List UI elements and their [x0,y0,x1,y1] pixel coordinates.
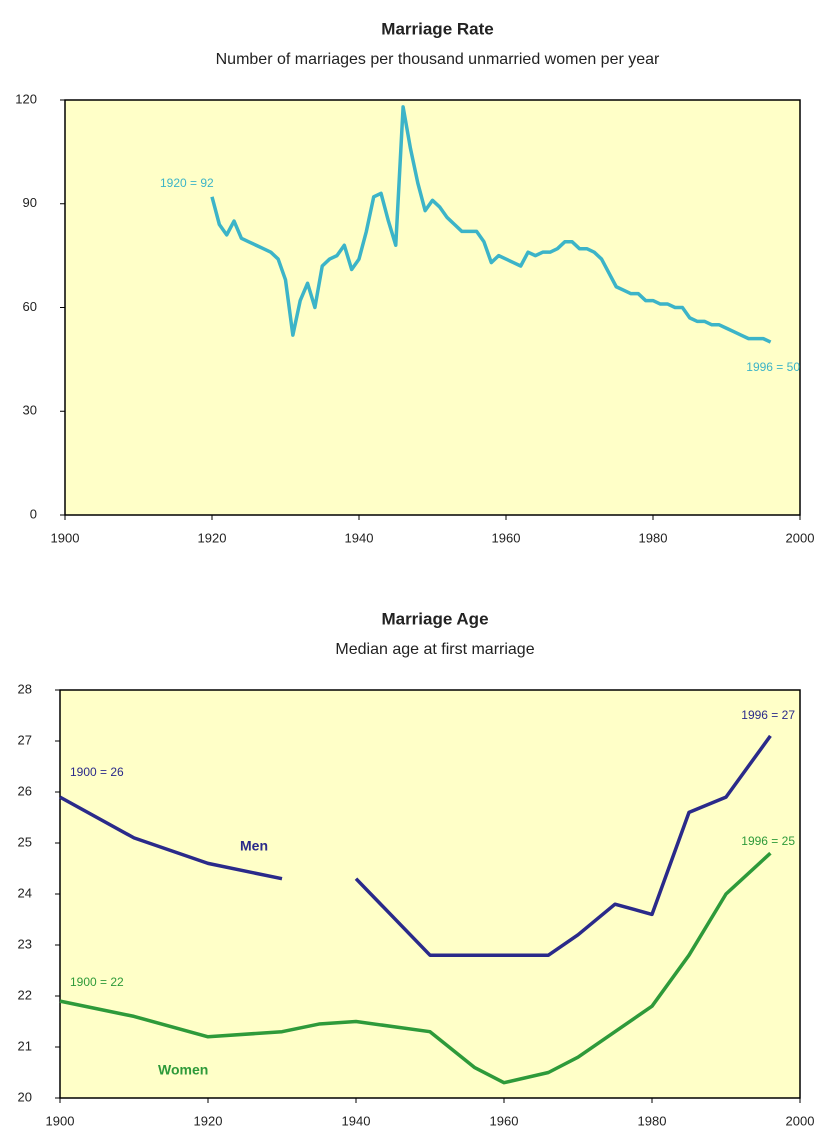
plot-area [64,99,801,516]
chart-subtitle: Median age at first marriage [335,641,534,658]
x-tick-label: 1920 [194,1113,223,1128]
x-tick-label: 1940 [342,1113,371,1128]
y-tick-label: 26 [18,783,32,798]
chart-subtitle: Number of marriages per thousand unmarri… [216,51,660,68]
annotation: 1920 = 92 [160,176,214,190]
y-tick-label: 24 [18,885,32,900]
data-line [59,734,772,957]
y-tick-label: 20 [18,1089,32,1104]
y-tick-label: 28 [18,681,32,696]
data-line [59,851,772,1085]
chart-title: Marriage Age [381,609,488,628]
annotation: 1996 = 25 [741,834,795,848]
y-tick-label: 30 [23,403,37,418]
series-label: Women [158,1062,208,1078]
y-tick-label: 60 [23,299,37,314]
x-tick-label: 1960 [490,1113,519,1128]
y-tick-label: 25 [18,834,32,849]
annotation: 1996 = 27 [741,708,795,722]
x-tick-label: 1900 [46,1113,75,1128]
x-tick-label: 1920 [198,530,227,545]
y-tick-label: 21 [18,1038,32,1053]
x-tick-label: 1980 [638,1113,667,1128]
y-tick-label: 23 [18,936,32,951]
x-tick-label: 2000 [786,530,815,545]
y-tick-label: 90 [23,195,37,210]
y-tick-label: 22 [18,987,32,1002]
series-label: Men [240,838,268,854]
y-tick-label: 120 [15,91,37,106]
y-tick-label: 27 [18,732,32,747]
x-tick-label: 1900 [51,530,80,545]
x-tick-label: 1940 [345,530,374,545]
data-line [210,105,772,344]
annotation: 1996 = 50 [746,360,800,374]
x-tick-label: 2000 [786,1113,815,1128]
annotation: 1900 = 26 [70,765,124,779]
x-tick-label: 1980 [639,530,668,545]
x-tick-label: 1960 [492,530,521,545]
annotation: 1900 = 22 [70,975,124,989]
chart-title: Marriage Rate [381,19,493,38]
plot-area [59,689,801,1099]
y-tick-label: 0 [30,506,37,521]
